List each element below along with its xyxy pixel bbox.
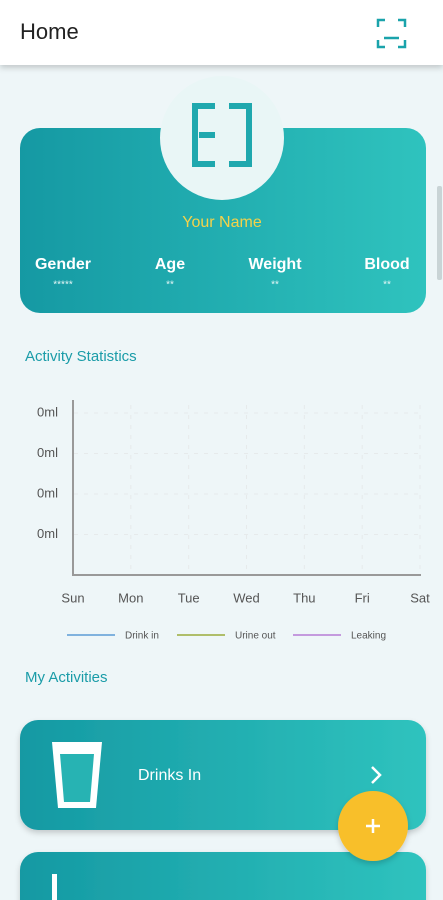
x-label: Wed [233,590,260,605]
y-label: 0ml [37,445,58,460]
x-label: Sat [410,590,430,605]
stat-label: Blood [364,256,409,273]
stat-value: ***** [53,280,73,291]
logo [192,103,252,167]
x-label: Thu [293,590,315,605]
x-label: Sun [61,590,84,605]
stat-value: ** [383,280,391,291]
app-bar [0,0,443,65]
section-title: Activity Statistics [25,348,137,365]
stat-value: ** [271,280,279,291]
stat-label: Age [155,256,185,273]
activity-icon [60,754,94,802]
y-label: 0ml [37,526,58,541]
section-title: My Activities [25,669,108,686]
stat-label: Weight [248,256,302,273]
app-title: Home [20,19,79,44]
y-label: 0ml [37,485,58,500]
x-label: Mon [118,590,143,605]
x-label: Tue [178,590,200,605]
scan-icon[interactable] [376,18,407,49]
activity-card[interactable] [20,720,426,830]
stat-label: Gender [35,256,91,273]
legend-label: Drink in [125,631,159,642]
scrollbar [437,186,442,280]
profile-card [20,128,426,313]
x-label: Fri [355,590,370,605]
activity-label: Drinks In [138,767,201,784]
add-icon [366,819,380,833]
avatar[interactable] [160,76,284,200]
legend-label: Leaking [351,631,386,642]
activity-icon [52,874,57,900]
legend-label: Urine out [235,631,276,642]
stat-value: ** [166,280,174,291]
activity-card[interactable] [20,852,426,900]
chevron [371,766,382,784]
y-label: 0ml [37,404,58,419]
profile-name: Your Name [182,214,262,231]
